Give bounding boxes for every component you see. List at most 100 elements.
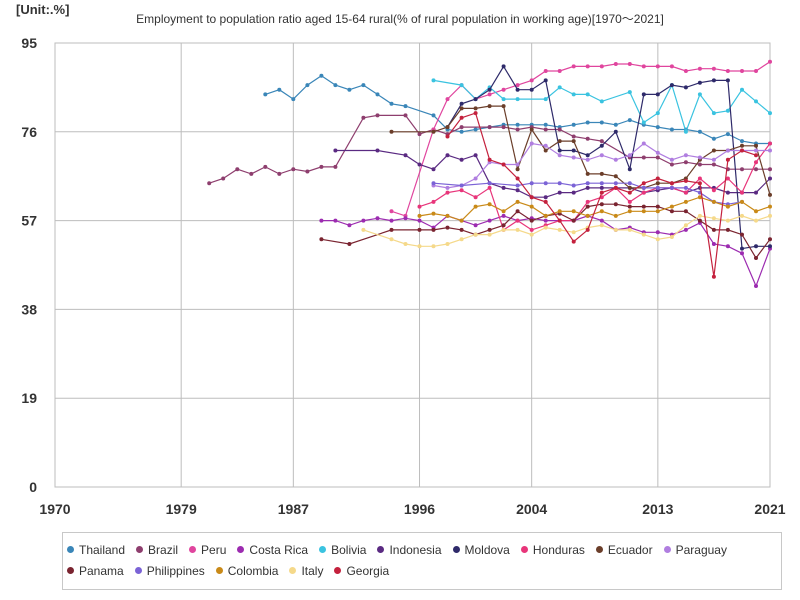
data-point-italy: [389, 237, 394, 242]
data-point-costa-rica: [389, 218, 394, 223]
data-point-moldova: [543, 78, 548, 83]
legend-marker: [189, 546, 197, 553]
data-point-indonesia: [417, 162, 422, 167]
data-point-paraguay: [697, 155, 702, 160]
y-tick-label: 19: [21, 390, 37, 406]
data-point-panama: [431, 227, 436, 232]
data-point-indonesia: [333, 148, 338, 153]
data-point-indonesia: [768, 176, 772, 181]
data-point-ecuador: [501, 104, 506, 109]
data-point-colombia: [487, 202, 492, 207]
data-point-indonesia: [599, 185, 604, 190]
data-point-ecuador: [487, 104, 492, 109]
legend-label: Colombia: [227, 563, 279, 578]
data-point-thailand: [305, 83, 310, 88]
data-point-colombia: [711, 199, 716, 204]
data-point-thailand: [711, 136, 716, 141]
data-point-costa-rica: [725, 244, 730, 249]
data-point-ecuador: [515, 167, 520, 172]
data-point-philippines: [529, 181, 534, 186]
data-point-italy: [740, 213, 744, 218]
data-point-philippines: [459, 183, 464, 188]
data-point-panama: [669, 209, 674, 214]
data-point-peru: [543, 69, 548, 73]
data-point-paraguay: [768, 148, 772, 153]
data-point-italy: [487, 232, 492, 237]
data-point-thailand: [669, 127, 674, 132]
data-point-honduras: [529, 227, 534, 232]
data-point-georgia: [557, 218, 562, 223]
data-point-colombia: [529, 204, 534, 209]
data-point-peru: [655, 64, 660, 69]
data-point-peru: [599, 64, 604, 69]
data-point-brazil: [305, 169, 310, 174]
data-point-brazil: [697, 162, 702, 167]
series-line-georgia: [447, 112, 757, 277]
data-point-georgia: [669, 181, 674, 186]
data-point-georgia: [501, 162, 506, 167]
data-point-georgia: [754, 153, 758, 158]
data-point-thailand: [459, 129, 464, 134]
data-point-brazil: [319, 164, 324, 169]
data-point-costa-rica: [740, 251, 744, 256]
axis-layer: 0 19 38 57 76 95 1970 1979 1987 1996 2004 2013 2021: [21, 35, 785, 517]
series-georgia: [445, 111, 758, 279]
data-point-peru: [501, 87, 506, 92]
unit-label: [Unit:.%]: [16, 2, 70, 17]
plot-frame: [54, 42, 771, 488]
data-point-thailand: [277, 87, 282, 92]
data-point-peru: [627, 62, 632, 66]
data-point-indonesia: [571, 190, 576, 195]
legend-item-paraguay: Paraguay: [663, 539, 727, 560]
data-point-peru: [515, 83, 520, 88]
data-point-colombia: [740, 199, 744, 204]
data-point-panama: [711, 227, 716, 232]
data-point-italy: [683, 223, 688, 228]
data-point-moldova: [725, 78, 730, 83]
legend-item-peru: Peru: [189, 539, 226, 560]
legend-item-ecuador: Ecuador: [595, 539, 653, 560]
series-ecuador: [389, 104, 772, 197]
legend-item-italy: Italy: [289, 560, 323, 581]
data-point-peru: [613, 62, 618, 66]
data-point-costa-rica: [403, 216, 408, 221]
series-line-bolivia: [433, 79, 771, 134]
data-point-italy: [501, 227, 506, 232]
data-point-italy: [361, 227, 366, 232]
data-point-ecuador: [711, 148, 716, 153]
data-point-peru: [725, 69, 730, 73]
data-point-bolivia: [599, 99, 604, 104]
data-point-ecuador: [768, 192, 772, 197]
data-point-bolivia: [557, 85, 562, 90]
data-point-philippines: [669, 185, 674, 190]
data-point-panama: [627, 204, 632, 209]
data-point-panama: [417, 227, 422, 232]
data-point-ecuador: [431, 129, 436, 134]
data-point-panama: [571, 218, 576, 223]
data-point-colombia: [655, 209, 660, 214]
data-point-philippines: [613, 181, 618, 186]
data-point-thailand: [319, 73, 324, 78]
data-point-paraguay: [655, 150, 660, 155]
data-point-italy: [473, 232, 478, 237]
data-point-panama: [389, 227, 394, 232]
data-point-paraguay: [627, 153, 632, 158]
data-point-indonesia: [557, 190, 562, 195]
data-point-colombia: [473, 204, 478, 209]
data-point-paraguay: [557, 153, 562, 158]
legend-item-moldova: Moldova: [452, 539, 510, 560]
data-point-panama: [697, 218, 702, 223]
data-point-georgia: [627, 190, 632, 195]
data-point-ecuador: [473, 106, 478, 111]
data-point-moldova: [683, 85, 688, 90]
x-tick-label: 1970: [39, 501, 70, 517]
data-point-colombia: [613, 213, 618, 218]
data-point-philippines: [557, 181, 562, 186]
data-point-thailand: [543, 122, 548, 127]
data-point-moldova: [473, 97, 478, 102]
y-tick-label: 95: [21, 35, 37, 51]
data-point-peru: [754, 69, 758, 73]
data-point-italy: [711, 216, 716, 221]
data-point-italy: [543, 225, 548, 230]
data-point-costa-rica: [347, 223, 352, 228]
